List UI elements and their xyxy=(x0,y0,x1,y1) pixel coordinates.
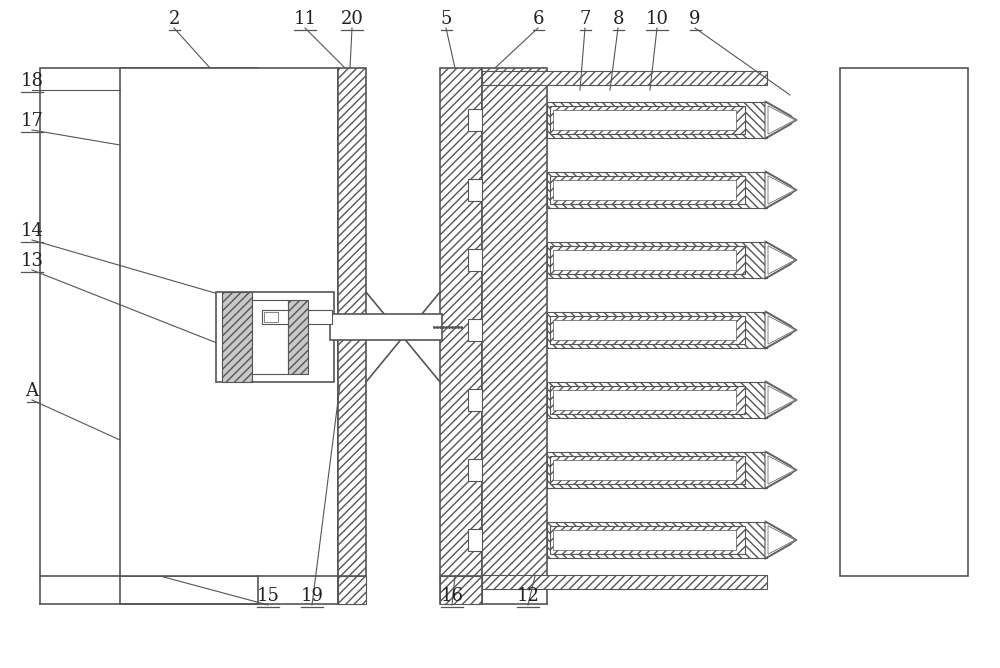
Bar xyxy=(840,68,968,576)
Bar xyxy=(550,246,745,274)
Bar xyxy=(338,576,366,604)
Bar xyxy=(550,316,745,344)
Polygon shape xyxy=(768,456,795,484)
Polygon shape xyxy=(765,102,797,138)
Text: 2: 2 xyxy=(168,10,180,28)
Text: 16: 16 xyxy=(440,587,464,605)
Text: 10: 10 xyxy=(646,10,668,28)
Bar xyxy=(553,180,736,200)
Bar xyxy=(468,389,482,411)
Polygon shape xyxy=(765,382,797,418)
Text: A: A xyxy=(26,382,38,400)
Bar xyxy=(553,390,736,410)
Bar xyxy=(468,529,482,551)
Bar xyxy=(288,300,308,374)
Bar xyxy=(338,68,366,576)
Bar xyxy=(40,68,258,576)
Bar xyxy=(440,68,482,576)
Bar xyxy=(547,312,767,348)
Bar xyxy=(468,459,482,481)
Bar xyxy=(553,460,736,480)
Bar xyxy=(553,320,736,340)
Bar xyxy=(468,248,482,271)
Bar xyxy=(262,310,332,324)
Polygon shape xyxy=(765,452,797,488)
Bar xyxy=(547,522,767,558)
Text: 9: 9 xyxy=(689,10,701,28)
Text: 11: 11 xyxy=(294,10,316,28)
Bar xyxy=(468,109,482,131)
Polygon shape xyxy=(765,312,797,348)
Polygon shape xyxy=(768,316,795,344)
Text: 7: 7 xyxy=(579,10,591,28)
Bar xyxy=(482,575,767,589)
Bar xyxy=(264,312,278,322)
Text: 12: 12 xyxy=(517,587,539,605)
Text: 14: 14 xyxy=(21,222,43,240)
Polygon shape xyxy=(768,526,795,554)
Bar xyxy=(547,452,767,488)
Bar xyxy=(482,68,547,576)
Bar xyxy=(547,102,767,138)
Text: 5: 5 xyxy=(440,10,452,28)
Bar xyxy=(547,172,767,208)
Polygon shape xyxy=(765,242,797,278)
Bar xyxy=(468,319,482,341)
Bar xyxy=(440,576,482,604)
Polygon shape xyxy=(768,386,795,414)
Polygon shape xyxy=(768,246,795,274)
Bar xyxy=(550,526,745,554)
Bar xyxy=(550,386,745,414)
Bar xyxy=(550,456,745,484)
Text: 8: 8 xyxy=(612,10,624,28)
Bar xyxy=(553,250,736,270)
Bar xyxy=(547,242,767,278)
Text: 20: 20 xyxy=(341,10,363,28)
Text: 6: 6 xyxy=(532,10,544,28)
Polygon shape xyxy=(765,522,797,558)
Polygon shape xyxy=(765,172,797,208)
Bar xyxy=(216,292,334,382)
Bar xyxy=(468,179,482,201)
Bar xyxy=(553,110,736,130)
Bar xyxy=(252,300,288,374)
Text: 18: 18 xyxy=(20,72,44,90)
Polygon shape xyxy=(768,106,795,134)
Text: 17: 17 xyxy=(21,112,43,130)
Bar xyxy=(550,176,745,204)
Bar xyxy=(482,71,767,85)
Bar xyxy=(120,68,338,576)
Bar xyxy=(222,292,252,382)
Text: 19: 19 xyxy=(300,587,324,605)
Polygon shape xyxy=(768,176,795,204)
Text: 15: 15 xyxy=(257,587,279,605)
Bar xyxy=(550,106,745,134)
Bar xyxy=(330,314,442,340)
Bar xyxy=(547,382,767,418)
Text: 13: 13 xyxy=(20,252,44,270)
Bar xyxy=(553,530,736,550)
